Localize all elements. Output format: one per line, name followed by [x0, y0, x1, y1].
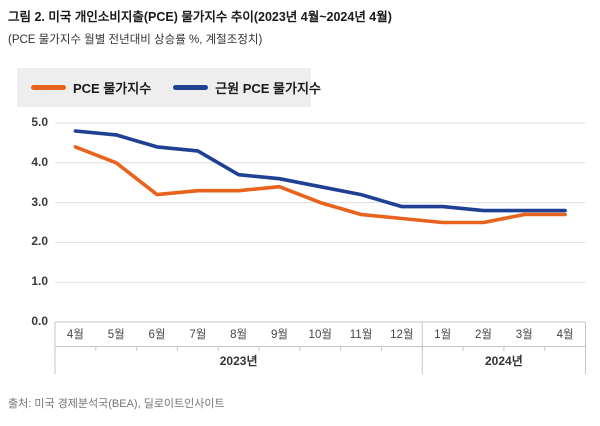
x-axis-month-label: 3월: [515, 329, 533, 341]
x-axis-month-label: 4월: [556, 329, 574, 341]
legend-line-swatch-pce: [31, 85, 66, 90]
y-axis-label: 0.0: [31, 314, 48, 328]
series-line-core-pce: [73, 129, 567, 213]
series-line-pce: [73, 145, 567, 225]
legend: PCE 물가지수 근원 PCE 물가지수: [17, 68, 321, 107]
legend-label-core-pce: 근원 PCE 물가지수: [215, 81, 321, 96]
x-axis-month-label: 8월: [230, 329, 248, 341]
y-axis-label: 1.0: [31, 274, 48, 289]
x-axis-month-label: 4월: [66, 329, 84, 341]
x-axis-month-label: 9월: [270, 329, 288, 341]
x-axis-month-label: 6월: [148, 329, 166, 341]
y-axis-label: 3.0: [31, 194, 48, 209]
y-axis-label: 4.0: [31, 154, 48, 169]
figure-number: 그림 2.: [8, 10, 45, 24]
x-axis-month-label: 12월: [390, 329, 414, 341]
legend-item-pce: PCE 물가지수: [31, 78, 151, 97]
x-axis-month-label: 1월: [434, 329, 452, 341]
x-axis-month-label: 7월: [189, 329, 207, 341]
figure-title-text: 미국 개인소비지출(PCE) 물가지수 추이(2023년 4월~2024년 4월…: [44, 10, 392, 24]
legend-item-core-pce: 근원 PCE 물가지수: [173, 78, 321, 97]
x-axis-month-label: 5월: [107, 329, 125, 341]
x-axis-year-label: 2024년: [485, 354, 523, 368]
x-axis-month-label: 10월: [308, 329, 332, 341]
figure-subtitle: (PCE 물가지수 월별 전년대비 상승률 %, 계절조정치): [8, 34, 263, 46]
x-axis-month-label: 11월: [349, 329, 373, 341]
x-axis-year-label: 2023년: [219, 354, 258, 368]
figure-title: 그림 2. 미국 개인소비지출(PCE) 물가지수 추이(2023년 4월~20…: [8, 6, 392, 25]
source-note: 출처: 미국 경제분석국(BEA), 딜로이트인사이트: [8, 398, 225, 410]
y-axis-label: 5.0: [31, 115, 48, 129]
legend-label-pce: PCE 물가지수: [73, 81, 152, 96]
x-axis-month-label: 2월: [474, 329, 492, 341]
legend-line-swatch-core-pce: [173, 85, 209, 90]
y-axis-label: 2.0: [31, 234, 48, 249]
